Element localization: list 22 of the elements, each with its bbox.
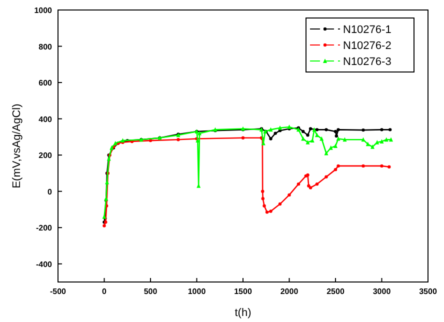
x-tick-label: 2500: [326, 287, 345, 296]
x-tick-label: -500: [50, 287, 67, 296]
y-tick-label: 200: [38, 151, 53, 160]
y-axis-title: E(mV,vsAg/AgCl): [11, 104, 23, 188]
x-tick-label: 1500: [234, 287, 252, 296]
x-tick-label: 3000: [372, 287, 392, 296]
y-tick-label: -200: [36, 224, 53, 233]
x-tick-label: 500: [144, 287, 158, 296]
x-tick-label: 1000: [188, 287, 206, 296]
legend-label: N10276-2: [343, 40, 392, 52]
y-tick-label: 1000: [34, 6, 53, 15]
y-tick-label: 0: [48, 187, 53, 196]
y-tick-label: 600: [38, 78, 53, 88]
x-axis-title: t(h): [234, 307, 252, 319]
x-tick-label: 2000: [280, 287, 299, 296]
x-tick-label: 3500: [419, 287, 438, 296]
y-tick-label: 800: [38, 42, 53, 52]
x-tick-label: 0: [102, 287, 108, 296]
legend-label: N10276-3: [343, 56, 392, 68]
legend-label: N10276-1: [343, 24, 392, 36]
y-tick-label: -400: [36, 260, 53, 269]
y-tick-label: 400: [38, 114, 53, 124]
